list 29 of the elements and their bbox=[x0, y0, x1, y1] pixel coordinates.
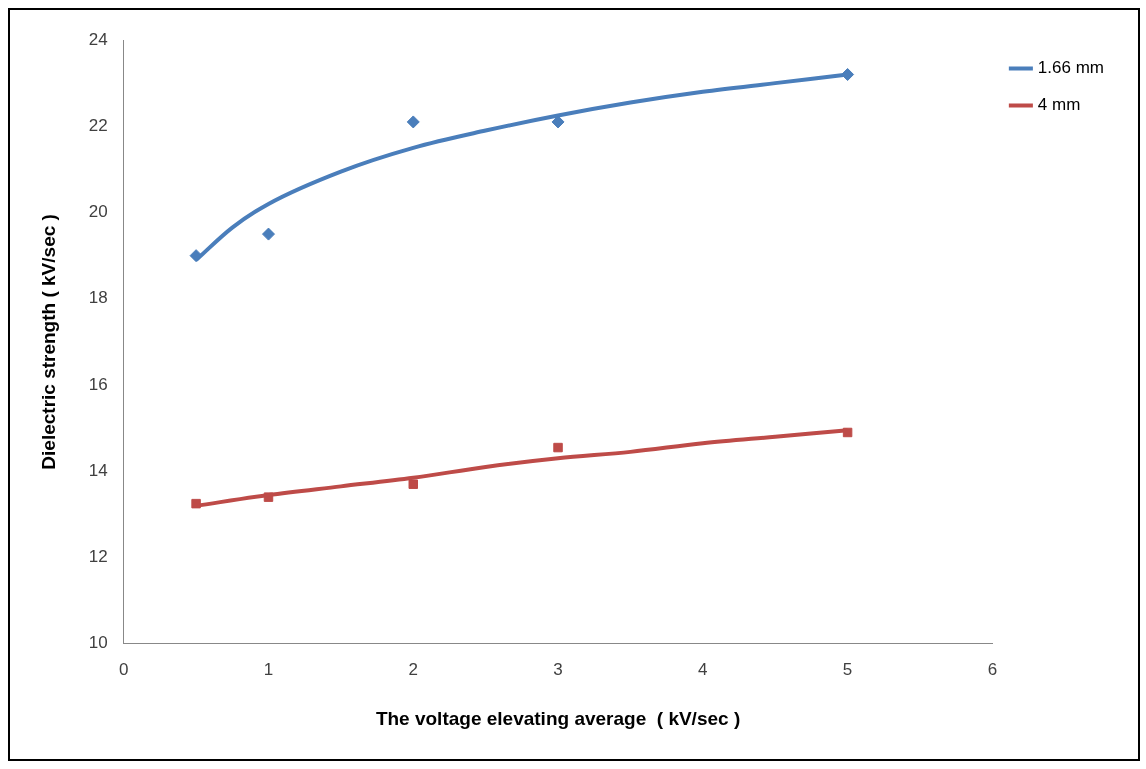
point bbox=[842, 427, 853, 438]
y-tick-label: 10 bbox=[88, 633, 108, 653]
x-tick-label: 3 bbox=[553, 659, 563, 679]
point bbox=[408, 479, 419, 489]
point bbox=[406, 115, 420, 129]
point bbox=[553, 442, 563, 453]
x-tick-label: 4 bbox=[698, 659, 708, 679]
x-tick-label: 1 bbox=[263, 659, 274, 679]
x-tick-label: 5 bbox=[842, 659, 853, 679]
y-tick-label: 22 bbox=[88, 115, 108, 135]
point bbox=[191, 498, 201, 509]
x-axis-title: The voltage elevating average ( kV/sec ) bbox=[375, 707, 741, 729]
y-tick-label: 14 bbox=[88, 460, 108, 480]
x-tick-label: 2 bbox=[408, 659, 418, 679]
x-tick-label: 0 bbox=[118, 659, 129, 679]
legend-label: 4 mm bbox=[1037, 95, 1081, 115]
point bbox=[189, 249, 203, 263]
y-tick-label: 16 bbox=[88, 374, 108, 394]
y-tick-label: 24 bbox=[88, 29, 108, 49]
y-tick-label: 18 bbox=[88, 288, 108, 308]
legend-label: 1.66 mm bbox=[1037, 58, 1105, 78]
y-tick-label: 20 bbox=[88, 202, 108, 222]
point bbox=[263, 492, 274, 502]
x-tick-label: 6 bbox=[987, 659, 998, 679]
point bbox=[551, 115, 565, 129]
point bbox=[261, 227, 275, 241]
point bbox=[841, 68, 855, 81]
y-tick-label: 12 bbox=[88, 547, 108, 567]
y-axis-title: Dielectric strength ( kV/sec ) bbox=[37, 214, 59, 470]
